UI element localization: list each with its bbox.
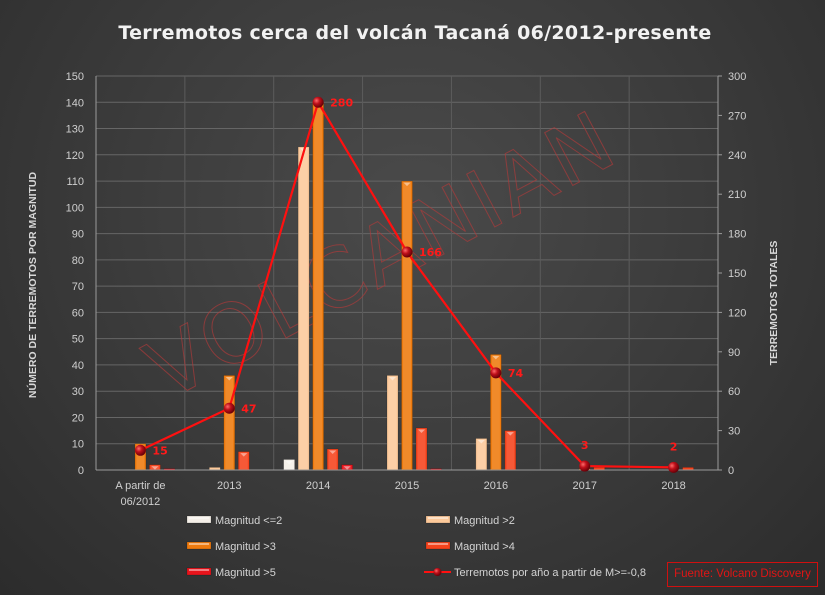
svg-text:30: 30 [728,426,740,438]
svg-text:80: 80 [72,255,84,267]
line-marker [312,96,324,108]
data-label: 15 [152,444,167,457]
svg-text:Magnitud >2: Magnitud >2 [454,515,515,527]
axes: 0102030405060708090100110120130140150030… [26,71,780,508]
svg-text:Magnitud >5: Magnitud >5 [215,567,276,579]
svg-text:Terremotos por año a partir de: Terremotos por año a partir de M>=-0,8 [454,567,646,579]
svg-text:70: 70 [72,281,84,293]
line-marker [134,444,146,456]
chart-title: Terremotos cerca del volcán Tacaná 06/20… [118,22,712,44]
svg-text:100: 100 [66,202,84,214]
svg-text:120: 120 [66,150,84,162]
legend-item: Magnitud >4 [425,541,515,553]
svg-text:40: 40 [72,360,84,372]
svg-text:150: 150 [66,71,84,83]
legend-item: Magnitud >3 [186,541,276,553]
svg-text:2017: 2017 [572,480,596,492]
svg-text:210: 210 [728,189,746,201]
legend-item: Terremotos por año a partir de M>=-0,8 [424,567,646,579]
svg-text:10: 10 [72,439,84,451]
bar [223,375,236,471]
svg-text:20: 20 [72,412,84,424]
line-marker [401,246,413,258]
legend-item: Magnitud >5 [186,567,276,579]
svg-text:A partir de: A partir de [115,480,165,492]
svg-text:2013: 2013 [217,480,241,492]
line-marker [668,461,680,473]
svg-text:TERREMOTOS TOTALES: TERREMOTOS TOTALES [768,241,780,366]
svg-text:240: 240 [728,150,746,162]
data-label: 74 [508,367,524,380]
svg-text:VOLCANIAN: VOLCANIAN [131,92,632,419]
svg-text:90: 90 [728,347,740,359]
svg-text:60: 60 [728,386,740,398]
svg-text:2016: 2016 [484,480,508,492]
svg-text:130: 130 [66,124,84,136]
data-label: 3 [581,439,589,452]
bar-series [134,101,694,471]
svg-text:150: 150 [728,268,746,280]
svg-text:2014: 2014 [306,480,330,492]
bar [475,438,488,471]
svg-text:Magnitud <=2: Magnitud <=2 [215,515,282,527]
bar [283,459,295,471]
svg-text:60: 60 [72,307,84,319]
bar [237,451,250,471]
data-label: 47 [241,402,256,415]
svg-text:0: 0 [78,465,84,477]
svg-text:270: 270 [728,110,746,122]
svg-text:2015: 2015 [395,480,419,492]
line-marker [490,367,502,379]
bar [341,464,353,471]
svg-text:2018: 2018 [661,480,685,492]
svg-text:06/2012: 06/2012 [121,496,161,508]
data-label: 166 [419,246,442,259]
source-box: Fuente: Volcano Discovery [667,562,818,587]
svg-text:Magnitud >4: Magnitud >4 [454,541,515,553]
svg-text:110: 110 [66,176,84,188]
bar [401,180,413,471]
svg-text:90: 90 [72,229,84,241]
bar [386,375,399,471]
svg-text:300: 300 [728,71,746,83]
legend-item: Magnitud >2 [425,515,515,527]
svg-text:180: 180 [728,229,746,241]
svg-text:NÚMERO DE TERREMOTOS POR MAGNI: NÚMERO DE TERREMOTOS POR MAGNITUD [26,172,39,399]
svg-text:50: 50 [72,334,84,346]
svg-text:30: 30 [72,386,84,398]
legend: Magnitud <=2 Magnitud >2 Magnitud >3 Magnit… [186,515,646,579]
bar [312,101,324,471]
bar [504,430,517,471]
bar [149,464,161,471]
line-marker [579,460,591,472]
svg-text:120: 120 [728,307,746,319]
bar [297,146,310,471]
svg-text:140: 140 [66,97,84,109]
line-marker [223,402,235,414]
watermark: VOLCANIAN [131,92,633,420]
data-label: 280 [330,96,353,109]
bar [415,427,428,471]
line-series: 15 47 280 166 74 3 2 [134,96,680,473]
legend-item: Magnitud <=2 [186,515,282,527]
data-label: 2 [670,440,678,453]
bar [326,448,339,471]
svg-text:0: 0 [728,465,734,477]
svg-text:Magnitud >3: Magnitud >3 [215,541,276,553]
